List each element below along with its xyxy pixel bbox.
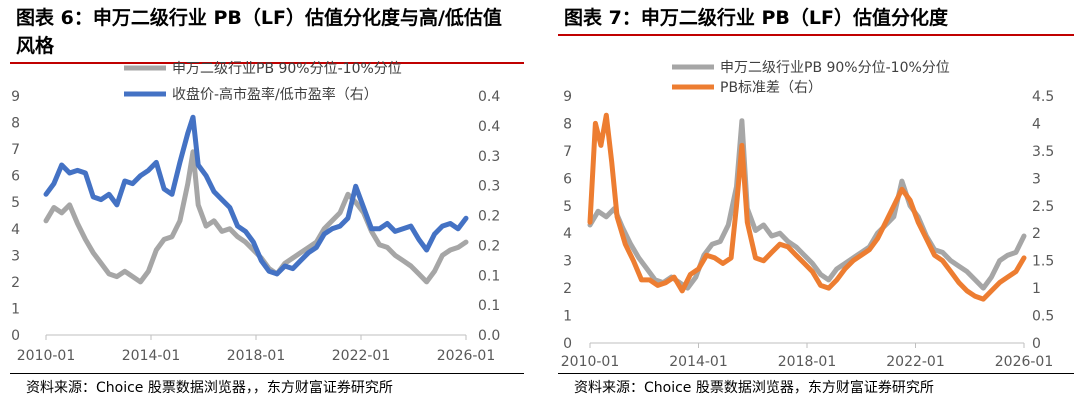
y-left-tick-label: 5	[11, 195, 20, 211]
y-left-tick-label: 5	[563, 199, 572, 215]
y-left-tick-label: 6	[563, 171, 572, 187]
y-right-tick-label: 0.4	[478, 119, 500, 135]
y-right-tick-label: 4	[1032, 116, 1041, 132]
y-right-tick-label: 1.5	[1032, 254, 1054, 270]
x-tick-label: 2018-01	[778, 354, 837, 370]
source-note: 资料来源：Choice 股票数据浏览器，东方财富证券研究所	[574, 380, 934, 396]
y-right-tick-label: 2.5	[1032, 199, 1054, 215]
legend-label: 申万二级行业PB 90%分位-10%分位	[172, 61, 402, 77]
y-right-tick-label: 0.2	[478, 209, 500, 225]
y-left-tick-label: 4	[563, 226, 572, 242]
y-right-tick-label: 3.5	[1032, 144, 1054, 160]
y-left-tick-label: 7	[563, 144, 572, 160]
y-right-tick-label: 0.1	[478, 268, 500, 284]
y-right-tick-label: 0.3	[478, 149, 500, 165]
bottom-rule	[558, 373, 1074, 374]
y-right-tick-label: 2	[1032, 226, 1041, 242]
y-right-tick-label: 0.1	[478, 298, 500, 314]
y-left-tick-label: 2	[11, 275, 20, 291]
figure-left: 图表 6：申万二级行业 PB（LF）估值分化度与高/低估值风格 0 1 2 3 4 5 6 7…	[0, 0, 530, 401]
bottom-rule	[10, 373, 524, 374]
x-tick-label: 2014-01	[122, 348, 181, 364]
x-tick-label: 2026-01	[995, 354, 1054, 370]
y-right-tick-label: 4.5	[1032, 89, 1054, 105]
y-left-tick-label: 0	[11, 328, 20, 344]
y-right-tick-label: 0.0	[478, 328, 500, 344]
x-tick-label: 2014-01	[669, 354, 728, 370]
y-left-tick-label: 9	[563, 89, 572, 105]
y-left-tick-label: 9	[11, 89, 20, 105]
legend-label: PB标准差（右）	[720, 80, 822, 96]
y-left-tick-label: 8	[11, 116, 20, 132]
y-right-tick-label: 0.5	[1032, 309, 1054, 325]
x-tick-label: 2022-01	[332, 348, 391, 364]
y-left-tick-label: 6	[11, 169, 20, 185]
x-tick-label: 2026-01	[437, 348, 496, 364]
y-left-tick-label: 4	[11, 222, 20, 238]
x-tick-label: 2010-01	[17, 348, 76, 364]
x-tick-label: 2022-01	[886, 354, 945, 370]
line-chart: 0 1 2 3 4 5 6 7 8 9 0.0 0.1 0.1 0.2 0.2 0.3 0.3 0.4 0.4 201…	[11, 61, 500, 364]
legend-label: 收盘价-高市盈率/低市盈率（右）	[172, 86, 378, 103]
title-rule	[558, 34, 1074, 36]
title-rule	[10, 62, 524, 64]
source-note: 资料来源：Choice 股票数据浏览器，，东方财富证券研究所	[26, 380, 393, 396]
y-right-tick-label: 0.3	[478, 179, 500, 195]
y-right-tick-label: 0.2	[478, 238, 500, 254]
figure-title: 图表 6：申万二级行业 PB（LF）估值分化度与高/低估值风格	[16, 7, 502, 57]
series-line-2	[43, 114, 469, 277]
y-left-tick-label: 8	[563, 116, 572, 132]
line-chart: 0 1 2 3 4 5 6 7 8 9 0 0.5 1 1.5 2 2.5 3 3.5 4 4.5 2010-01 201…	[561, 60, 1055, 370]
y-right-tick-label: 0	[1032, 336, 1041, 352]
y-left-tick-label: 0	[563, 336, 572, 352]
y-left-tick-label: 7	[11, 142, 20, 158]
series-line-1	[43, 149, 469, 285]
y-right-tick-label: 1	[1032, 281, 1041, 297]
x-tick-label: 2010-01	[561, 354, 620, 370]
y-right-tick-label: 3	[1032, 171, 1041, 187]
figure-right: 图表 7：申万二级行业 PB（LF）估值分化度 0 1 2 3 4 5 6 7 8 9 0 0.5 1 1…	[548, 0, 1080, 401]
figure-title: 图表 7：申万二级行业 PB（LF）估值分化度	[564, 7, 948, 29]
y-right-tick-label: 0.4	[478, 89, 500, 105]
x-tick-label: 2018-01	[227, 348, 286, 364]
y-left-tick-label: 1	[563, 309, 572, 325]
y-left-tick-label: 3	[563, 254, 572, 270]
series-line-2	[587, 112, 1027, 302]
y-left-tick-label: 3	[11, 248, 20, 264]
y-left-tick-label: 2	[563, 281, 572, 297]
legend-label: 申万二级行业PB 90%分位-10%分位	[720, 60, 950, 76]
y-left-tick-label: 1	[11, 301, 20, 317]
